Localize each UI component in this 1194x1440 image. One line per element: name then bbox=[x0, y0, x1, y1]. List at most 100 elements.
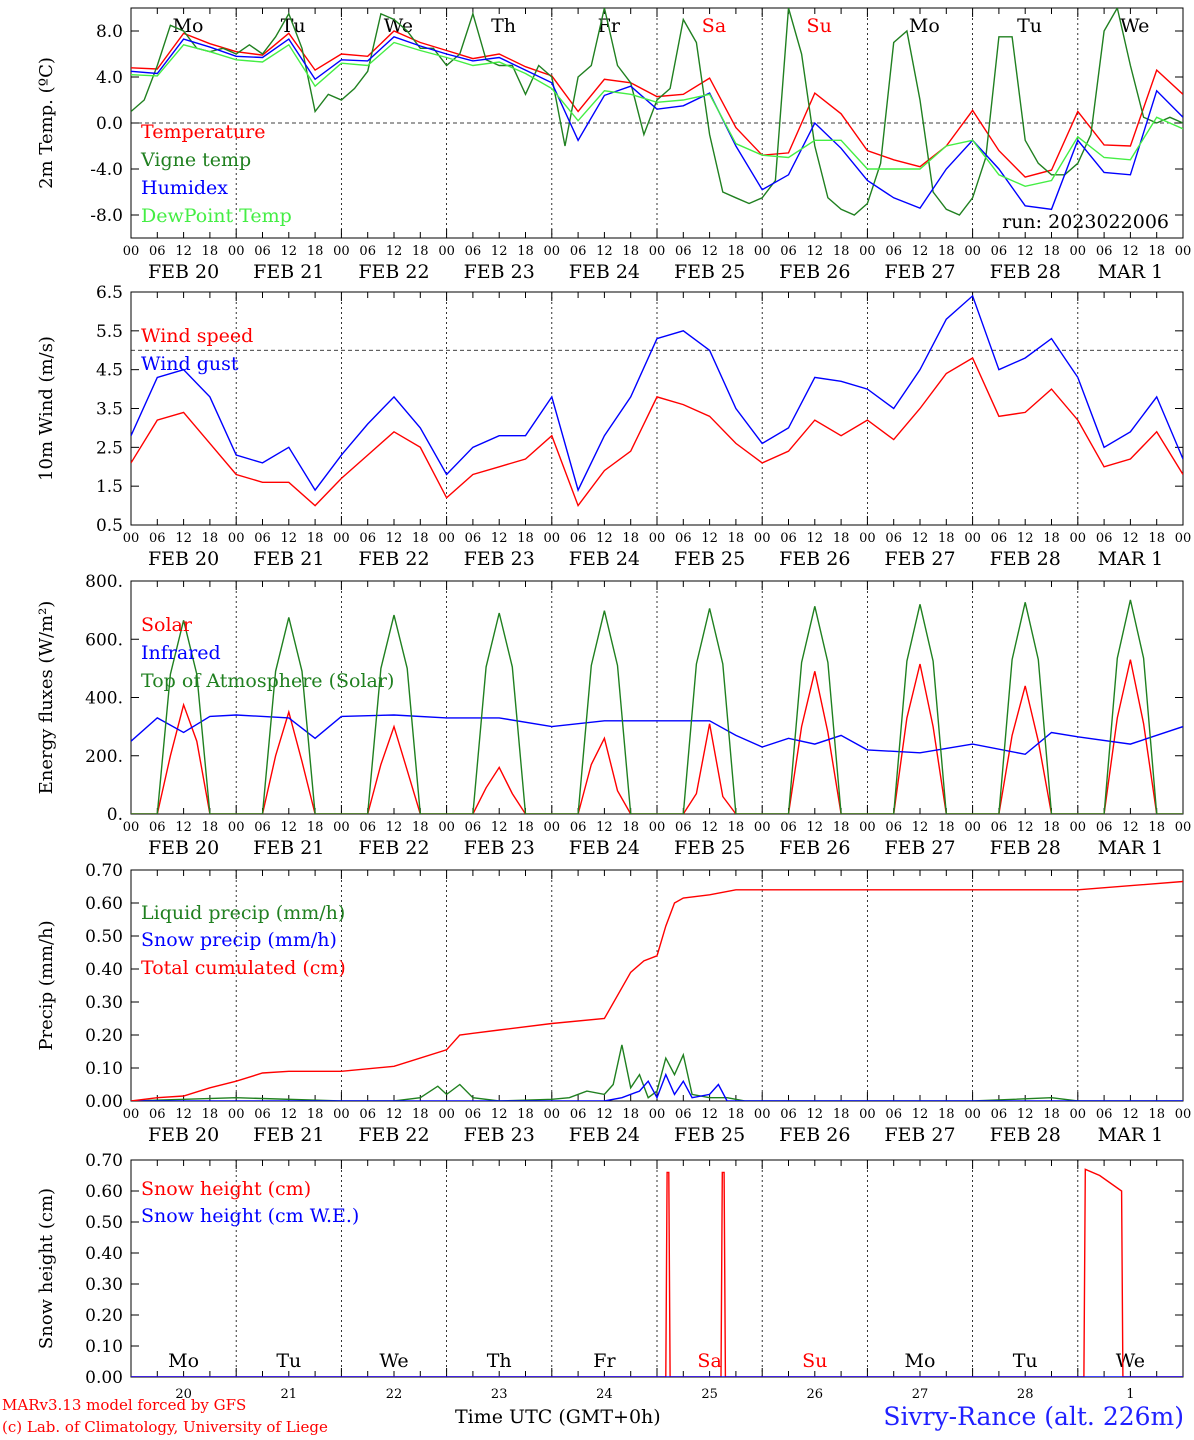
weekday-label: We bbox=[1120, 15, 1149, 37]
date-label: FEB 23 bbox=[464, 1124, 535, 1146]
hour-tick-label: 00 bbox=[544, 820, 561, 835]
series-line-vigne-temp bbox=[131, 8, 1183, 216]
hour-tick-label: 00 bbox=[333, 820, 350, 835]
hour-tick-label: 00 bbox=[228, 820, 245, 835]
hour-tick-label: 06 bbox=[885, 820, 902, 835]
series-line-liquid-precip-mm-h bbox=[131, 1044, 1183, 1101]
y-axis-label: 10m Wind (m/s) bbox=[36, 336, 57, 481]
hour-tick-label: 06 bbox=[885, 1107, 902, 1122]
date-label: FEB 22 bbox=[358, 261, 429, 283]
hour-tick-label: 00 bbox=[1070, 244, 1087, 259]
hour-tick-label: 18 bbox=[307, 820, 324, 835]
y-tick-label: 8.0 bbox=[96, 22, 123, 42]
hour-tick-label: 00 bbox=[859, 244, 876, 259]
hour-tick-label: 12 bbox=[701, 531, 718, 546]
y-tick-label: 0.50 bbox=[85, 927, 123, 947]
hour-tick-label: 18 bbox=[622, 244, 639, 259]
hour-tick-label: 18 bbox=[1043, 820, 1060, 835]
chart-panel-2: 00 06 12 18 00 06 12 18 00 06 12 18 00 06 12 18 00 06 12 18… bbox=[36, 283, 1191, 570]
date-label: MAR 1 bbox=[1098, 548, 1164, 570]
hour-tick-label: 06 bbox=[885, 531, 902, 546]
y-tick-label: 4.5 bbox=[96, 361, 123, 381]
date-label: FEB 27 bbox=[884, 261, 955, 283]
weekday-label: Tu bbox=[1017, 15, 1042, 37]
hour-tick-label: 06 bbox=[780, 531, 797, 546]
hour-tick-label: 12 bbox=[1017, 244, 1034, 259]
hour-tick-label: 18 bbox=[938, 244, 955, 259]
hour-tick-label: 18 bbox=[728, 244, 745, 259]
legend-entry: Infrared bbox=[141, 642, 221, 664]
hour-tick-label: 00 bbox=[123, 531, 140, 546]
legend-entry: Vigne temp bbox=[140, 149, 251, 171]
y-tick-label: 0.10 bbox=[85, 1059, 123, 1079]
hour-tick-label: 00 bbox=[649, 244, 666, 259]
series-line-infrared bbox=[131, 714, 1183, 756]
hour-tick-label: 00 bbox=[964, 1107, 981, 1122]
hour-tick-label: 12 bbox=[1122, 244, 1139, 259]
day-number-label: 27 bbox=[912, 1387, 929, 1402]
hour-tick-label: 06 bbox=[1096, 244, 1113, 259]
model-credit: MARv3.13 model forced by GFS bbox=[2, 1396, 247, 1414]
y-tick-label: 1.5 bbox=[96, 477, 123, 497]
hour-tick-label: 18 bbox=[202, 531, 219, 546]
date-label: MAR 1 bbox=[1098, 261, 1164, 283]
time-axis-label: Time UTC (GMT+0h) bbox=[455, 1406, 661, 1428]
hour-tick-label: 00 bbox=[649, 820, 666, 835]
y-tick-label: 0.00 bbox=[85, 1368, 123, 1388]
weekday-label: Mo bbox=[173, 15, 204, 37]
weekday-label: Su bbox=[802, 1350, 827, 1372]
date-label: FEB 20 bbox=[148, 837, 219, 859]
legend-entry: Total cumulated (cm) bbox=[141, 957, 346, 979]
hour-tick-label: 06 bbox=[254, 820, 271, 835]
chart-panel-4: 00 06 12 18 00 06 12 18 00 06 12 18 00 06 12 18 00 06 12 18… bbox=[36, 861, 1191, 1146]
weekday-label: Tu bbox=[1013, 1350, 1038, 1372]
weekday-label: Fr bbox=[598, 15, 621, 37]
y-tick-label: 400. bbox=[85, 689, 123, 709]
date-label: FEB 21 bbox=[253, 548, 324, 570]
hour-tick-label: 06 bbox=[885, 244, 902, 259]
weekday-label: We bbox=[384, 15, 413, 37]
hour-tick-label: 06 bbox=[991, 1107, 1008, 1122]
y-tick-label: 0.5 bbox=[96, 516, 123, 536]
hour-tick-label: 00 bbox=[1175, 244, 1192, 259]
hour-tick-label: 00 bbox=[859, 1107, 876, 1122]
series-line-solar bbox=[131, 659, 1183, 814]
y-axis-label: 2m Temp. (ºC) bbox=[36, 57, 57, 189]
hour-tick-label: 18 bbox=[833, 1107, 850, 1122]
hour-tick-label: 12 bbox=[491, 820, 508, 835]
hour-tick-label: 12 bbox=[175, 820, 192, 835]
hour-tick-label: 12 bbox=[912, 820, 929, 835]
hour-tick-label: 00 bbox=[438, 820, 455, 835]
date-label: FEB 22 bbox=[358, 837, 429, 859]
y-tick-label: 3.5 bbox=[96, 400, 123, 420]
date-label: FEB 24 bbox=[569, 261, 640, 283]
y-tick-label: 0.0 bbox=[96, 114, 123, 134]
date-label: FEB 26 bbox=[779, 261, 850, 283]
hour-tick-label: 06 bbox=[149, 1107, 166, 1122]
weekday-label: Mo bbox=[168, 1350, 199, 1372]
site-name: Sivry-Rance (alt. 226m) bbox=[883, 1402, 1184, 1431]
date-label: FEB 28 bbox=[990, 837, 1061, 859]
hour-tick-label: 12 bbox=[701, 820, 718, 835]
date-label: FEB 22 bbox=[358, 1124, 429, 1146]
hour-tick-label: 00 bbox=[333, 531, 350, 546]
hour-tick-label: 00 bbox=[754, 820, 771, 835]
hour-tick-label: 06 bbox=[780, 820, 797, 835]
series-line-snow-precip-mm-h bbox=[131, 1072, 1183, 1101]
y-tick-label: 0.60 bbox=[85, 894, 123, 914]
series-line-total-cumulated-cm bbox=[131, 880, 1183, 1101]
y-tick-label: 0.10 bbox=[85, 1337, 123, 1357]
y-tick-label: 0.40 bbox=[85, 1244, 123, 1264]
date-label: FEB 20 bbox=[148, 261, 219, 283]
hour-tick-label: 12 bbox=[1122, 531, 1139, 546]
hour-tick-label: 12 bbox=[596, 1107, 613, 1122]
y-tick-label: 0.20 bbox=[85, 1306, 123, 1326]
hour-tick-label: 00 bbox=[228, 1107, 245, 1122]
weekday-label: Su bbox=[807, 15, 832, 37]
hour-tick-label: 00 bbox=[1175, 531, 1192, 546]
weekday-label: We bbox=[379, 1350, 408, 1372]
hour-tick-label: 00 bbox=[123, 820, 140, 835]
date-label: FEB 27 bbox=[884, 837, 955, 859]
weekday-label: Mo bbox=[909, 15, 940, 37]
